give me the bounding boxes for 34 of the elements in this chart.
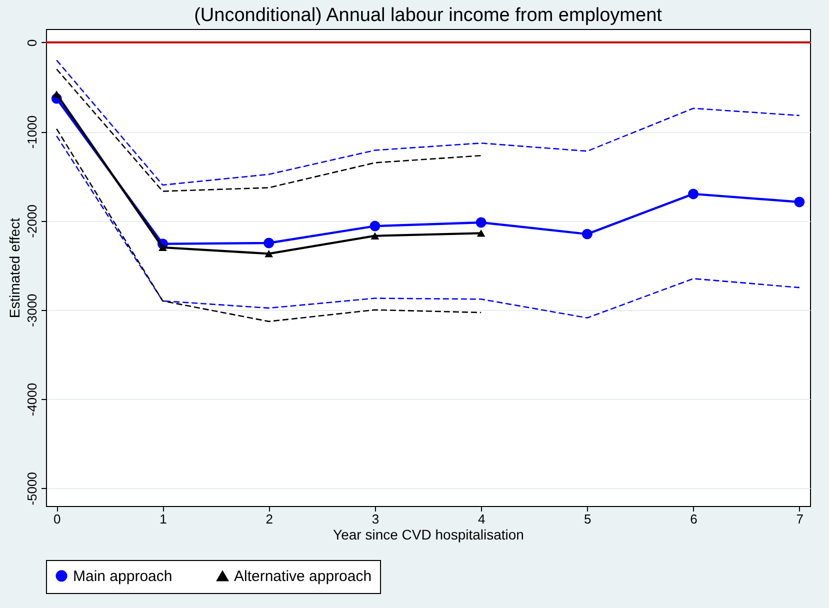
line-series — [56, 68, 482, 192]
line-series — [56, 135, 800, 319]
x-tick-label: 6 — [690, 512, 698, 526]
point — [52, 90, 61, 98]
point — [370, 220, 380, 232]
line-series — [56, 128, 482, 322]
y-tick-label: -5000 — [24, 472, 40, 506]
x-axis-title: Year since CVD hospitalisation — [333, 526, 524, 542]
legend-label: Alternative approach — [234, 568, 372, 586]
x-tick-label: 2 — [266, 512, 273, 526]
point — [476, 230, 486, 237]
x-tick-label: 0 — [53, 512, 61, 526]
x-tick-label: 7 — [796, 512, 804, 526]
y-tick-label: -3000 — [24, 294, 40, 327]
x-tick-label: 3 — [372, 512, 380, 526]
y-axis-title: Estimated effect — [6, 218, 22, 318]
x-tick-label: 1 — [160, 512, 167, 526]
point — [582, 228, 592, 240]
point — [158, 244, 167, 252]
y-tick-label: -2000 — [24, 204, 40, 238]
y-tick-label: 0 — [24, 39, 40, 46]
line-series — [56, 60, 800, 186]
y-tick-label: -4000 — [24, 382, 40, 416]
y-tick-label: -1000 — [24, 115, 40, 149]
point — [264, 250, 274, 258]
x-tick-label: 5 — [584, 512, 592, 526]
point — [688, 188, 699, 200]
chart-title: (Unconditional) Annual labour income from employment — [194, 5, 663, 26]
legend-label: Main approach — [73, 568, 172, 585]
point — [264, 238, 274, 248]
point — [476, 217, 486, 228]
point — [370, 232, 380, 240]
x-tick-label: 4 — [478, 512, 486, 526]
point — [794, 196, 805, 208]
